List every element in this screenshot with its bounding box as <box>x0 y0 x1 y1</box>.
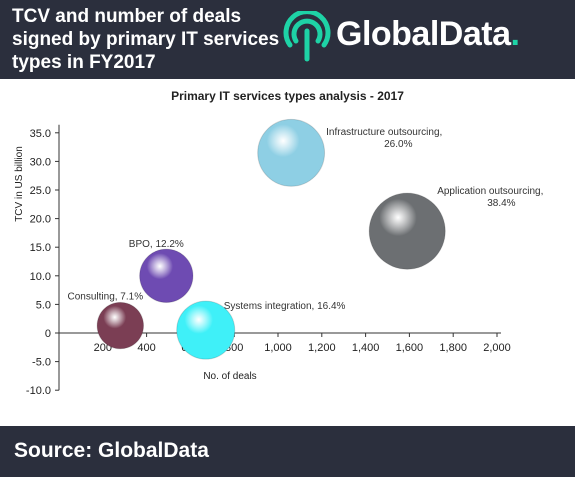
x-axis-title: No. of deals <box>203 371 256 382</box>
y-tick-label: 20.0 <box>30 214 51 226</box>
y-tick-label: 25.0 <box>30 185 51 197</box>
footer-banner: Source: GlobalData <box>0 426 575 477</box>
y-tick-label: 30.0 <box>30 156 51 168</box>
globaldata-logo-icon <box>283 9 331 62</box>
x-tick-label: 2,000 <box>483 342 511 354</box>
logo-text: GlobalData <box>336 15 511 53</box>
x-tick-label: 200 <box>94 342 112 354</box>
bubble-label-3: Infrastructure outsourcing, 26.0% <box>326 127 442 150</box>
logo-wordmark: GlobalData. <box>336 15 520 54</box>
x-tick-label: 400 <box>137 342 155 354</box>
chart-bubbles <box>96 118 446 360</box>
logo-dot: . <box>510 15 520 53</box>
chart-labels: Consulting, 7.1% BPO, 12.2% Systems integr… <box>68 127 544 312</box>
x-tick-label: 1,000 <box>264 342 292 354</box>
y-tick-label: 15.0 <box>30 242 51 254</box>
y-tick-label: 0 <box>45 328 51 340</box>
x-tick-label: 1,800 <box>439 342 467 354</box>
y-tick-label: -5.0 <box>32 357 51 369</box>
x-tick-label: 1,400 <box>352 342 380 354</box>
bubble-label-4: Application outsourcing, 38.4% <box>437 186 543 209</box>
header-banner: TCV and number of deals signed by primar… <box>0 0 575 79</box>
y-tick-label: 10.0 <box>30 271 51 283</box>
logo: GlobalData. <box>282 9 572 63</box>
x-tick-label: 1,200 <box>308 342 336 354</box>
bubble-3 <box>257 118 326 187</box>
bubble-label-0: Consulting, 7.1% <box>68 292 144 303</box>
bubble-0 <box>96 301 145 350</box>
bubble-chart: 35.0 30.0 25.0 20.0 15.0 10.0 5.0 0 -5.0 -10.0 200… <box>14 118 544 397</box>
y-tick-label: 5.0 <box>36 299 51 311</box>
source-text: Source: GlobalData <box>14 439 209 462</box>
chart-title: Primary IT services types analysis - 201… <box>171 89 404 103</box>
bubble-label-2: Systems integration, 16.4% <box>224 301 346 312</box>
y-axis-title: TCV in US billion <box>14 146 25 222</box>
y-tick-label: -10.0 <box>26 385 51 397</box>
x-tick-label: 1,600 <box>396 342 424 354</box>
bubble-4 <box>368 192 446 270</box>
bubble-1 <box>139 248 194 303</box>
bubble-2 <box>176 300 236 360</box>
chart-area: Primary IT services types analysis - 201… <box>0 79 575 426</box>
y-tick-label: 35.0 <box>30 128 51 140</box>
bubble-label-1: BPO, 12.2% <box>129 239 184 250</box>
page-title: TCV and number of deals signed by primar… <box>12 6 280 73</box>
